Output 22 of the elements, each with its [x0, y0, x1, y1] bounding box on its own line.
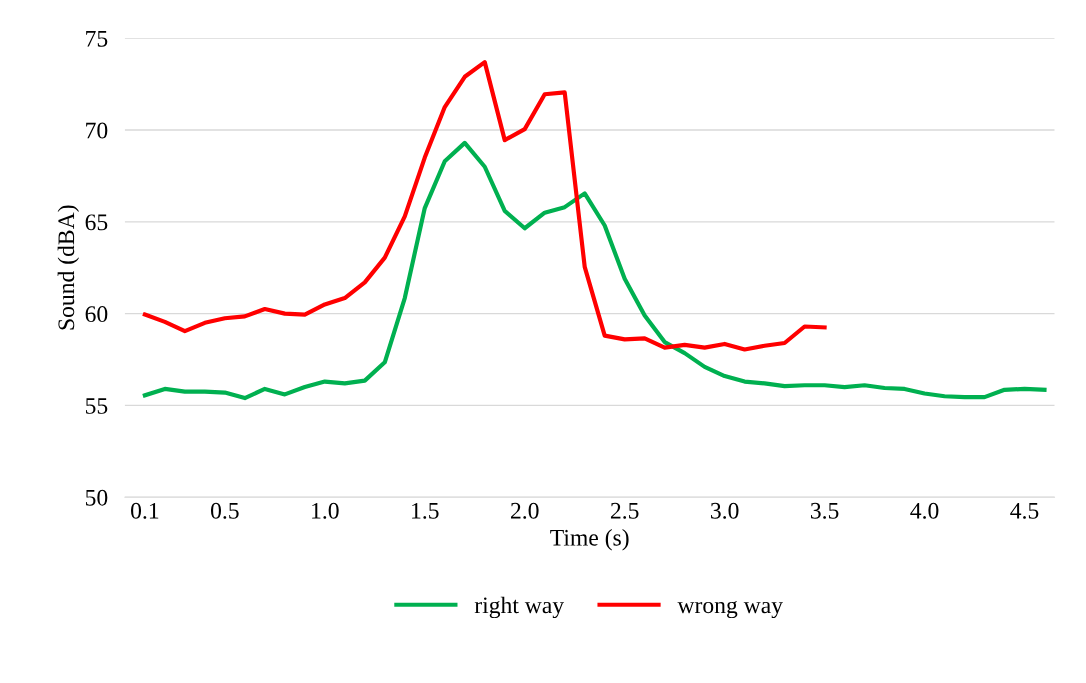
y-axis-title: Sound (dBA)	[57, 205, 80, 330]
x-tick-label: 3.0	[711, 502, 739, 519]
x-tick-label: 2.5	[610, 502, 639, 519]
y-tick-label: 65	[85, 214, 108, 231]
x-tick-label: 1.5	[412, 502, 439, 519]
y-tick-label: 50	[85, 489, 108, 506]
y-tick-label: 75	[86, 30, 108, 47]
x-tick-label: 4.0	[910, 502, 939, 519]
x-axis-title: Time (s)	[550, 529, 629, 551]
legend-label: right way	[474, 596, 565, 619]
line-series	[142, 60, 827, 352]
y-tick-label: 60	[85, 306, 108, 323]
x-tick-label: 0.5	[210, 502, 239, 519]
legend-label: wrong way	[677, 600, 783, 619]
y-tick-label: 70	[86, 122, 108, 139]
y-tick-label: 55	[85, 398, 108, 414]
x-tick-label: 3.5	[810, 502, 839, 519]
x-tick-label: 1.0	[312, 502, 339, 519]
x-tick-label: 4.5	[1010, 502, 1039, 519]
x-tick-label: 2.0	[511, 502, 539, 519]
line-series	[142, 140, 1047, 401]
x-tick-label: 0.1	[131, 502, 159, 519]
